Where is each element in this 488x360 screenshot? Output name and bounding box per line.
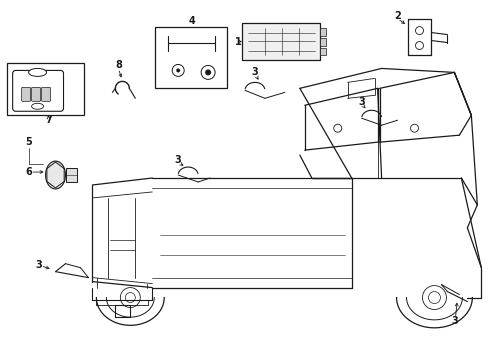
Text: 3: 3 [174, 155, 181, 165]
Bar [7, 63, 84, 115]
Text: 3: 3 [450, 316, 457, 327]
Text: 3: 3 [35, 260, 42, 270]
FancyBboxPatch shape [32, 87, 41, 101]
Ellipse shape [45, 161, 65, 189]
Bar [319, 48, 325, 55]
Text: 3: 3 [251, 67, 258, 77]
Bar [65, 168, 77, 182]
Text: 8: 8 [115, 60, 122, 71]
Circle shape [176, 68, 180, 72]
Text: 6: 6 [25, 167, 32, 177]
FancyBboxPatch shape [13, 71, 63, 111]
Text: 5: 5 [25, 137, 32, 147]
Ellipse shape [29, 68, 46, 76]
Text: 1: 1 [234, 36, 241, 46]
Text: 4: 4 [188, 15, 195, 26]
FancyBboxPatch shape [21, 87, 31, 101]
Bar [242, 23, 319, 60]
Circle shape [204, 69, 211, 75]
Bar [155, 27, 226, 88]
Bar [319, 28, 325, 36]
Text: 2: 2 [393, 11, 400, 21]
Text: 3: 3 [358, 97, 365, 107]
FancyBboxPatch shape [41, 87, 50, 101]
Text: 7: 7 [45, 115, 52, 125]
Bar [319, 37, 325, 45]
